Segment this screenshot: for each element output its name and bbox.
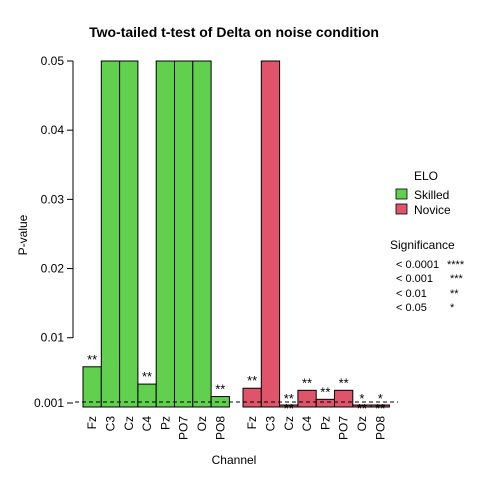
- x-tick-label: PO7: [337, 416, 351, 440]
- x-tick-labels: Fz C3 Cz C4 Pz PO7 Oz PO8 Fz C3 Cz C4 Pz PO7 Oz PO8: [85, 416, 387, 440]
- y-tick-label: 0.02: [41, 262, 65, 276]
- sig-symbol-1: ****: [447, 259, 465, 271]
- sig-symbol-2: ***: [450, 273, 464, 285]
- bar-novice-po7: [334, 389, 354, 408]
- x-tick-label: C3: [263, 416, 277, 432]
- x-tick-label: Oz: [195, 416, 209, 431]
- legend-swatch-skilled: [395, 188, 408, 200]
- x-tick-label: Fz: [85, 416, 99, 429]
- bar-skilled-cz: [119, 60, 139, 408]
- legend-label-novice: Novice: [414, 203, 451, 217]
- y-axis: 0.001 0.01 0.02 0.03 0.04 0.05: [34, 54, 74, 410]
- significance-label: **: [302, 375, 312, 390]
- x-tick-label: Pz: [158, 416, 172, 430]
- bars-layer: [75, 60, 398, 408]
- significance-label: **: [357, 401, 367, 416]
- significance-label: **: [87, 352, 97, 367]
- x-tick-label: PO8: [213, 416, 227, 440]
- significance-label: **: [215, 382, 225, 397]
- bar-skilled-c4: [137, 383, 157, 408]
- bar-skilled-po7: [174, 60, 194, 408]
- y-tick-label: 0.05: [41, 54, 65, 68]
- significance-label: **: [284, 391, 294, 406]
- significance-legend: Significance < 0.0001 **** < 0.001 *** <…: [390, 238, 465, 314]
- y-tick-label: 0.001: [34, 396, 64, 410]
- significance-label: **: [247, 373, 257, 388]
- significance-labels: ************************: [87, 352, 385, 416]
- legend-label-skilled: Skilled: [414, 188, 449, 202]
- x-tick-label: PO7: [177, 416, 191, 440]
- significance-label: *: [359, 391, 364, 406]
- sig-threshold-2: < 0.001: [396, 273, 433, 285]
- significance-label: **: [142, 369, 152, 384]
- significance-label: *: [378, 391, 383, 406]
- x-tick-label: Fz: [245, 416, 259, 429]
- x-tick-label: C4: [300, 416, 314, 432]
- sig-threshold-4: < 0.05: [396, 302, 427, 314]
- sig-symbol-3: **: [450, 288, 459, 300]
- sig-threshold-1: < 0.0001: [396, 259, 439, 271]
- y-tick-label: 0.01: [41, 331, 65, 345]
- significance-legend-title: Significance: [390, 238, 455, 252]
- x-tick-label: C3: [103, 416, 117, 432]
- x-tick-label: Cz: [282, 416, 296, 431]
- bar-skilled-po8: [210, 396, 230, 408]
- legend-title: ELO: [414, 169, 438, 183]
- significance-label: **: [339, 375, 349, 390]
- bar-skilled-fz: [82, 366, 102, 408]
- y-tick-label: 0.04: [41, 123, 65, 137]
- bar-skilled-oz: [192, 60, 212, 408]
- elo-legend: ELO Skilled Novice: [395, 169, 451, 217]
- x-tick-label: Pz: [318, 416, 332, 430]
- significance-label: **: [284, 401, 294, 416]
- significance-label: **: [375, 401, 385, 416]
- bar-novice-pz: [315, 398, 336, 408]
- bar-novice-po8: [370, 404, 390, 408]
- bar-novice-fz: [242, 387, 262, 408]
- x-tick-label: PO8: [373, 416, 387, 440]
- x-tick-label: Cz: [122, 416, 136, 431]
- bar-skilled-c3: [100, 60, 121, 408]
- sig-threshold-3: < 0.01: [396, 288, 427, 300]
- y-axis-label: P-value: [16, 214, 30, 255]
- x-axis-label: Channel: [212, 453, 257, 467]
- sig-symbol-4: *: [450, 302, 455, 314]
- chart-title: Two-tailed t-test of Delta on noise cond…: [89, 24, 379, 40]
- x-tick-label: Oz: [355, 416, 369, 431]
- legend-swatch-novice: [395, 203, 408, 215]
- x-tick-label: C4: [140, 416, 154, 432]
- bar-novice-c3: [260, 60, 281, 408]
- bar-skilled-pz: [155, 60, 175, 408]
- bar-novice-c4: [297, 389, 317, 408]
- y-tick-label: 0.03: [41, 192, 65, 206]
- significance-label: **: [320, 384, 330, 399]
